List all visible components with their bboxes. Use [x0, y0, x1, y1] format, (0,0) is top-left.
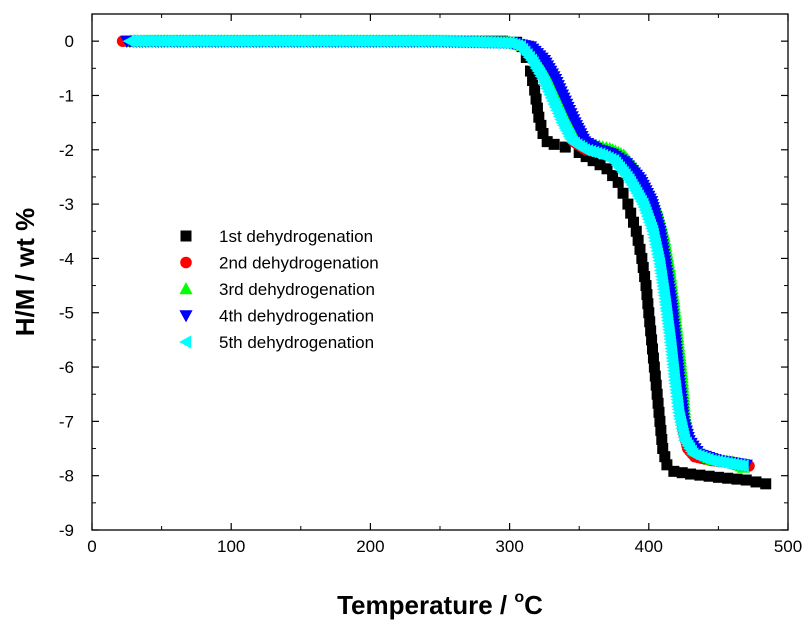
data-point — [527, 75, 539, 87]
data-point — [634, 243, 646, 255]
legend-label: 1st dehydrogenation — [219, 227, 373, 246]
data-point — [645, 325, 657, 337]
data-point — [653, 406, 665, 418]
data-point — [625, 207, 637, 219]
data-point — [649, 370, 661, 382]
data-point — [573, 147, 585, 159]
legend-marker — [179, 335, 192, 349]
data-point — [740, 474, 752, 486]
x-tick-label: 200 — [356, 537, 384, 556]
data-point — [643, 307, 655, 319]
series-layer — [116, 34, 772, 490]
data-point — [760, 478, 772, 490]
y-tick-label: 0 — [65, 32, 74, 51]
data-point — [601, 163, 613, 175]
data-point — [632, 234, 644, 246]
data-point — [533, 111, 545, 123]
legend-label: 3rd dehydrogenation — [219, 280, 375, 299]
y-tick-label: -2 — [59, 141, 74, 160]
x-tick-label: 400 — [635, 537, 663, 556]
data-point — [694, 469, 706, 481]
data-point — [580, 151, 592, 163]
x-axis-title-unit: C — [524, 590, 543, 620]
data-point — [659, 451, 671, 463]
data-point — [712, 471, 724, 483]
data-point — [685, 468, 697, 480]
data-point — [637, 261, 649, 273]
legend: 1st dehydrogenation 2nd dehydrogenation 3r… — [179, 227, 379, 352]
y-tick-label: -5 — [59, 304, 74, 323]
data-point — [750, 476, 762, 488]
x-tick-label: 500 — [774, 537, 802, 556]
data-point — [657, 443, 669, 455]
data-point — [651, 388, 663, 400]
y-tick-label: -7 — [59, 412, 74, 431]
y-tick-label: -3 — [59, 195, 74, 214]
data-point — [617, 187, 629, 199]
data-point — [654, 415, 666, 427]
data-point — [655, 424, 667, 436]
data-point — [722, 472, 734, 484]
data-point — [537, 127, 549, 139]
legend-label: 4th dehydrogenation — [219, 307, 374, 326]
data-point — [656, 433, 668, 445]
legend-marker — [180, 256, 192, 269]
data-point — [640, 280, 652, 292]
axes: 0 100 200 300 400 500 0 -1 -2 -3 -4 -5 -6 -7 -8 -9 — [59, 13, 802, 556]
data-point — [703, 470, 715, 482]
data-point — [647, 343, 659, 355]
x-axis-title-text: Temperature / — [337, 590, 514, 620]
data-point — [531, 102, 543, 114]
data-point — [647, 352, 659, 364]
y-tick-label: -4 — [59, 249, 74, 268]
legend-label: 5th dehydrogenation — [219, 333, 374, 352]
data-point — [731, 473, 743, 485]
data-point — [636, 252, 648, 264]
data-point — [648, 361, 660, 373]
x-tick-label: 0 — [87, 537, 96, 556]
data-point — [530, 93, 542, 105]
legend-label: 2nd dehydrogenation — [219, 254, 379, 273]
data-point — [548, 138, 560, 150]
legend-marker — [179, 310, 193, 323]
x-axis-title: Temperature / oC — [337, 589, 543, 620]
data-point — [646, 334, 658, 346]
data-point — [630, 225, 642, 237]
data-point — [524, 65, 536, 77]
data-point — [736, 459, 749, 473]
y-tick-label: -1 — [59, 86, 74, 105]
y-tick-label: -8 — [59, 467, 74, 486]
data-point — [622, 198, 634, 210]
data-point — [559, 141, 571, 153]
data-point — [652, 397, 664, 409]
data-point — [650, 379, 662, 391]
legend-marker — [179, 282, 193, 295]
data-point — [668, 465, 680, 477]
data-point — [587, 155, 599, 167]
data-point — [644, 316, 656, 328]
data-point — [612, 176, 624, 188]
data-point — [641, 289, 653, 301]
data-point — [642, 298, 654, 310]
data-point — [676, 467, 688, 479]
y-tick-label: -9 — [59, 521, 74, 540]
legend-marker — [180, 230, 192, 242]
y-tick-label: -6 — [59, 358, 74, 377]
data-point — [639, 271, 651, 283]
x-axis-title-degree: o — [514, 589, 524, 606]
y-axis-title: H/M / wt % — [10, 208, 40, 337]
x-tick-label: 100 — [217, 537, 245, 556]
series-5 — [122, 34, 749, 473]
data-point — [541, 136, 553, 148]
x-tick-label: 300 — [495, 537, 523, 556]
data-point — [661, 459, 673, 471]
data-point — [594, 159, 606, 171]
data-point — [607, 170, 619, 182]
data-point — [529, 84, 541, 96]
data-point — [535, 119, 547, 131]
data-point — [627, 216, 639, 228]
